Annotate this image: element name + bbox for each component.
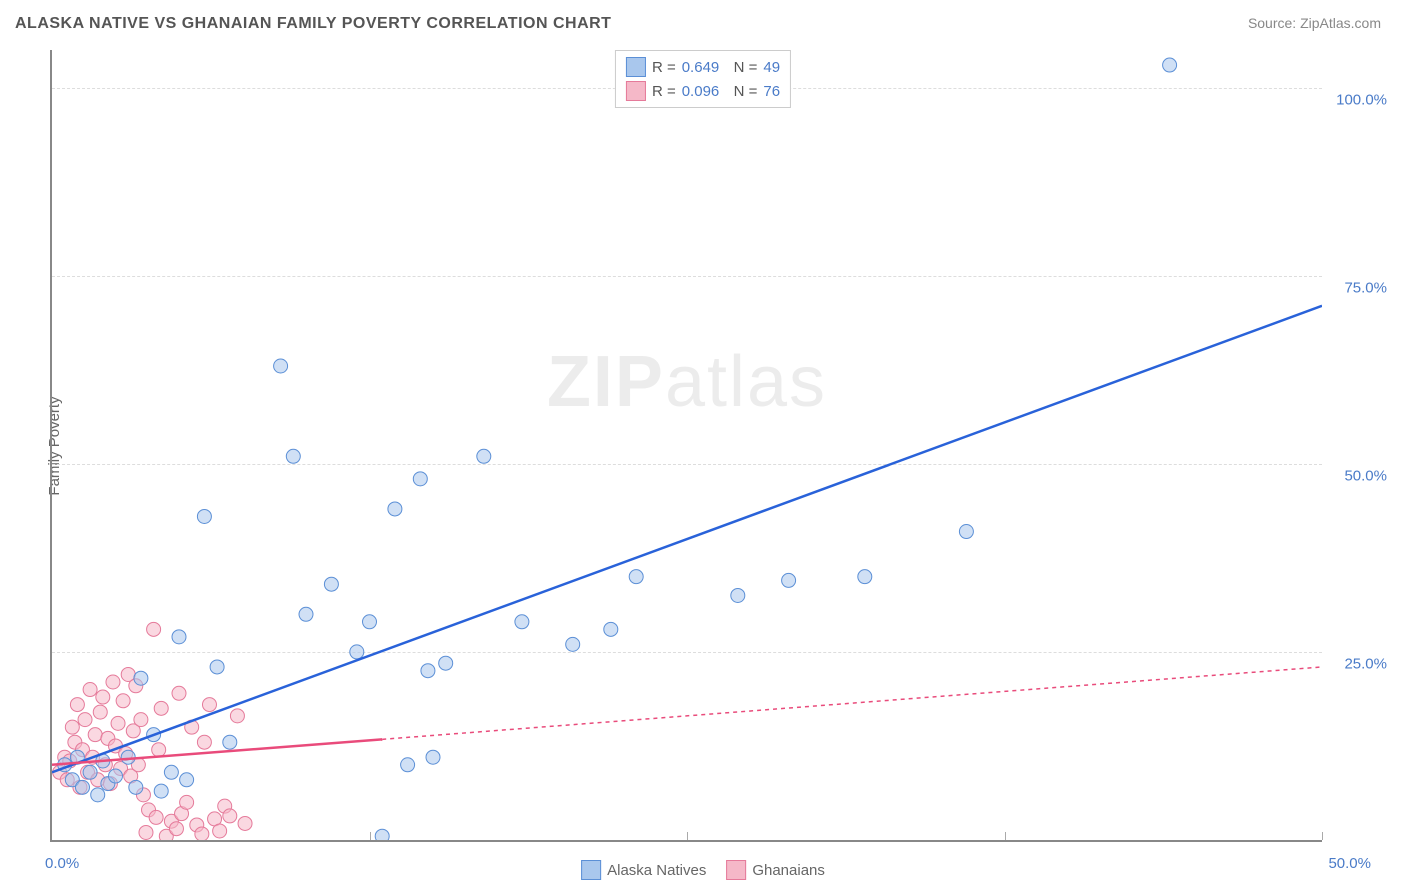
scatter-point (195, 827, 209, 840)
scatter-point (129, 780, 143, 794)
scatter-point (375, 829, 389, 840)
scatter-point (139, 825, 153, 839)
n-value-ghanaian: 76 (763, 83, 780, 100)
legend-item-ghanaian: Ghanaians (726, 860, 825, 880)
legend-swatch-ghanaian (626, 81, 646, 101)
scatter-point (147, 622, 161, 636)
scatter-point (134, 713, 148, 727)
y-tick-label: 75.0% (1344, 279, 1387, 296)
scatter-point (324, 577, 338, 591)
scatter-point (154, 701, 168, 715)
source-label: Source: ZipAtlas.com (1248, 15, 1381, 31)
x-tick-0: 0.0% (45, 855, 79, 872)
scatter-point (172, 630, 186, 644)
y-tick-label: 100.0% (1336, 91, 1387, 108)
scatter-point (83, 765, 97, 779)
scatter-point (116, 694, 130, 708)
legend-row-alaska: R = 0.649 N = 49 (626, 55, 780, 79)
y-tick-label: 25.0% (1344, 655, 1387, 672)
scatter-point (629, 570, 643, 584)
n-label: N = (725, 83, 757, 100)
scatter-point (515, 615, 529, 629)
scatter-point (180, 795, 194, 809)
scatter-point (78, 713, 92, 727)
scatter-point (93, 705, 107, 719)
plot-area: ZIPatlas 25.0%50.0%75.0%100.0% (50, 50, 1322, 842)
scatter-point (959, 525, 973, 539)
scatter-point (782, 573, 796, 587)
trend-line (52, 306, 1322, 772)
chart-svg (52, 50, 1322, 840)
scatter-point (111, 716, 125, 730)
n-label: N = (725, 59, 757, 76)
scatter-point (731, 588, 745, 602)
scatter-point (213, 824, 227, 838)
scatter-point (858, 570, 872, 584)
legend-label-ghanaian: Ghanaians (752, 862, 825, 879)
legend-item-alaska: Alaska Natives (581, 860, 706, 880)
scatter-point (91, 788, 105, 802)
scatter-point (121, 750, 135, 764)
scatter-point (152, 743, 166, 757)
scatter-point (274, 359, 288, 373)
scatter-point (223, 809, 237, 823)
scatter-point (604, 622, 618, 636)
scatter-point (169, 822, 183, 836)
n-value-alaska: 49 (763, 59, 780, 76)
scatter-point (202, 698, 216, 712)
scatter-point (197, 509, 211, 523)
scatter-point (421, 664, 435, 678)
x-tick-50: 50.0% (1328, 855, 1371, 872)
legend-swatch-ghanaian-icon (726, 860, 746, 880)
legend-correlation: R = 0.649 N = 49 R = 0.096 N = 76 (615, 50, 791, 108)
scatter-point (439, 656, 453, 670)
scatter-point (426, 750, 440, 764)
scatter-point (1163, 58, 1177, 72)
scatter-point (223, 735, 237, 749)
scatter-point (413, 472, 427, 486)
scatter-point (154, 784, 168, 798)
scatter-point (88, 728, 102, 742)
scatter-point (149, 810, 163, 824)
scatter-point (83, 683, 97, 697)
scatter-point (134, 671, 148, 685)
scatter-point (350, 645, 364, 659)
y-tick-label: 50.0% (1344, 467, 1387, 484)
trend-line (52, 739, 382, 764)
legend-swatch-alaska-icon (581, 860, 601, 880)
scatter-point (566, 637, 580, 651)
trend-line-ext (382, 667, 1322, 739)
scatter-point (109, 769, 123, 783)
legend-swatch-alaska (626, 57, 646, 77)
scatter-point (164, 765, 178, 779)
scatter-point (180, 773, 194, 787)
scatter-point (238, 816, 252, 830)
scatter-point (299, 607, 313, 621)
legend-label-alaska: Alaska Natives (607, 862, 706, 879)
scatter-point (75, 780, 89, 794)
scatter-point (286, 449, 300, 463)
scatter-point (106, 675, 120, 689)
scatter-point (172, 686, 186, 700)
scatter-point (388, 502, 402, 516)
scatter-point (477, 449, 491, 463)
scatter-point (230, 709, 244, 723)
r-label: R = (652, 83, 676, 100)
r-label: R = (652, 59, 676, 76)
scatter-point (401, 758, 415, 772)
scatter-point (197, 735, 211, 749)
r-value-ghanaian: 0.096 (682, 83, 720, 100)
scatter-point (96, 690, 110, 704)
scatter-point (210, 660, 224, 674)
r-value-alaska: 0.649 (682, 59, 720, 76)
scatter-point (363, 615, 377, 629)
legend-row-ghanaian: R = 0.096 N = 76 (626, 79, 780, 103)
legend-series: Alaska Natives Ghanaians (581, 860, 825, 880)
chart-title: ALASKA NATIVE VS GHANAIAN FAMILY POVERTY… (15, 15, 611, 33)
scatter-point (70, 698, 84, 712)
scatter-point (65, 720, 79, 734)
